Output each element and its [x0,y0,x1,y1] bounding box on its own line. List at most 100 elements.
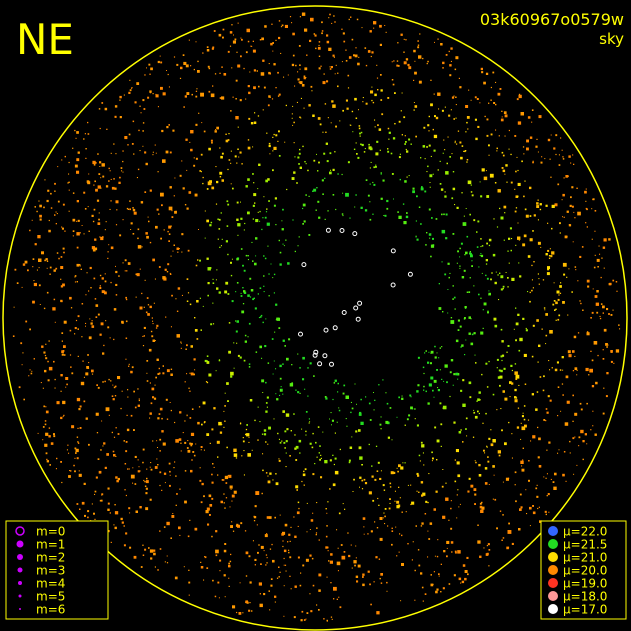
star [398,156,401,159]
star [162,92,166,96]
star [379,43,382,46]
star [223,426,225,428]
star [450,109,452,111]
star [497,376,501,379]
star [18,386,21,389]
star [49,464,51,466]
star [101,277,104,280]
star [508,129,510,132]
star [406,150,409,153]
star [298,163,300,165]
star [553,486,557,490]
star [442,515,446,519]
star [266,222,270,226]
star [422,57,424,60]
star [515,307,517,309]
star [297,78,300,81]
star [322,431,324,433]
legend-symbol [15,526,25,536]
star [306,54,308,56]
star [480,509,484,513]
star [75,319,78,322]
star [303,484,305,486]
star [551,204,555,208]
star [445,237,448,240]
star [415,236,417,238]
star [126,414,128,416]
star [290,430,292,432]
star [488,244,491,247]
star [527,116,531,119]
star [424,513,427,515]
star [97,222,101,225]
star [246,424,248,426]
star [169,151,172,154]
star [441,485,444,488]
star [42,387,44,389]
star [309,554,312,557]
star [227,168,229,171]
legend-label: μ=22.0 [563,525,607,539]
star [195,95,198,98]
star [486,277,489,280]
star [298,236,300,238]
star [104,291,107,295]
star [99,236,101,238]
star [208,90,211,93]
star [536,202,539,205]
star [420,157,422,159]
star [369,30,372,33]
star [163,472,167,475]
star [554,368,558,372]
star [99,166,101,167]
star [281,533,284,536]
star [282,393,284,395]
star [158,372,161,375]
star [160,86,163,90]
star [210,93,215,98]
star [355,47,357,49]
star [580,429,584,434]
star [204,210,206,212]
star [279,377,282,380]
star [243,290,246,293]
star [442,152,444,154]
star [493,317,497,321]
star [48,366,53,371]
star [384,214,387,217]
star [221,423,223,425]
star [219,246,221,248]
star [221,96,225,100]
star [179,411,182,414]
star [68,452,70,454]
star [504,442,507,446]
star [243,474,245,476]
star [358,127,361,130]
star [410,484,412,486]
star [204,359,207,363]
star [616,290,618,292]
corner-label: NE [16,15,74,64]
star [598,245,600,247]
star [92,248,96,252]
star [362,576,364,578]
star [141,292,143,295]
star [410,503,412,506]
star [415,220,417,222]
star [302,473,306,477]
star [276,317,279,321]
star [79,265,81,267]
star [497,450,501,454]
star [508,522,510,525]
star [62,350,65,352]
star [373,21,377,25]
star [404,180,407,183]
star [263,86,266,89]
star [562,262,567,267]
star [272,373,274,375]
star [593,341,598,345]
star [545,204,548,207]
star [416,490,418,492]
star [191,93,193,96]
star [323,618,325,620]
